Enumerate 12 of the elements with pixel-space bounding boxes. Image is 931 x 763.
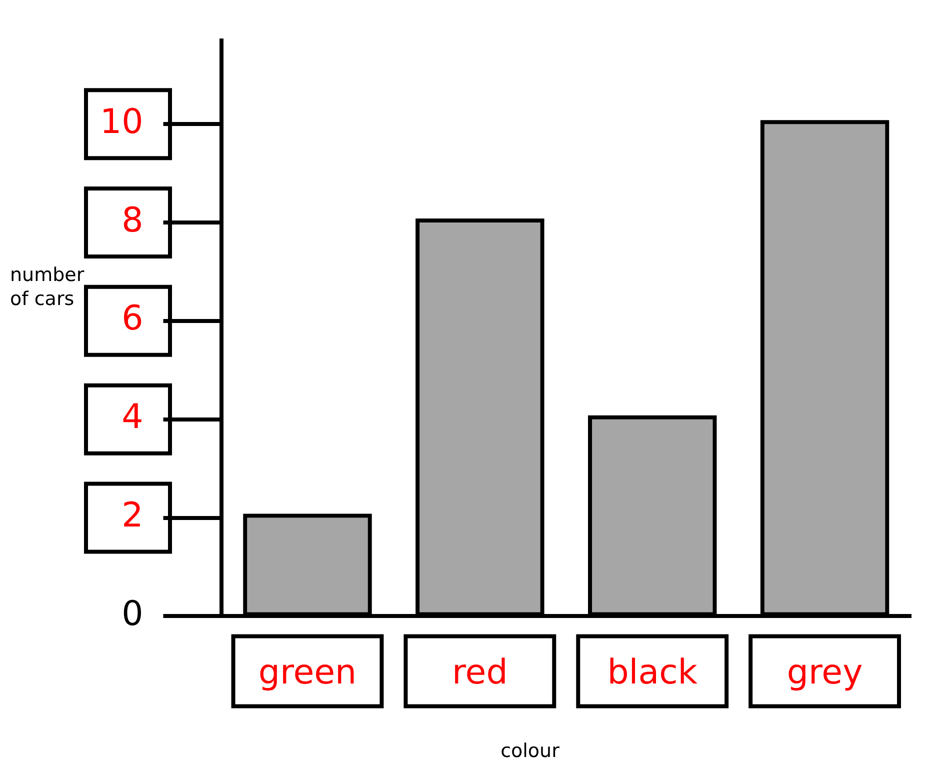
- x-tick-label: red: [452, 652, 508, 692]
- y-tick-label: 8: [122, 200, 144, 240]
- y-tick-label: 10: [100, 102, 144, 142]
- y-tick-label: 2: [122, 496, 144, 536]
- y-axis-title: number of cars: [10, 263, 86, 311]
- x-tick-label: green: [258, 652, 357, 692]
- x-tick-label: black: [607, 652, 698, 692]
- y-tick-label: 6: [122, 298, 144, 339]
- y-tick-label: 4: [122, 397, 144, 438]
- y-tick-label: 0: [122, 594, 144, 634]
- x-tick-label: grey: [786, 652, 863, 692]
- x-axis-title: colour: [500, 740, 560, 762]
